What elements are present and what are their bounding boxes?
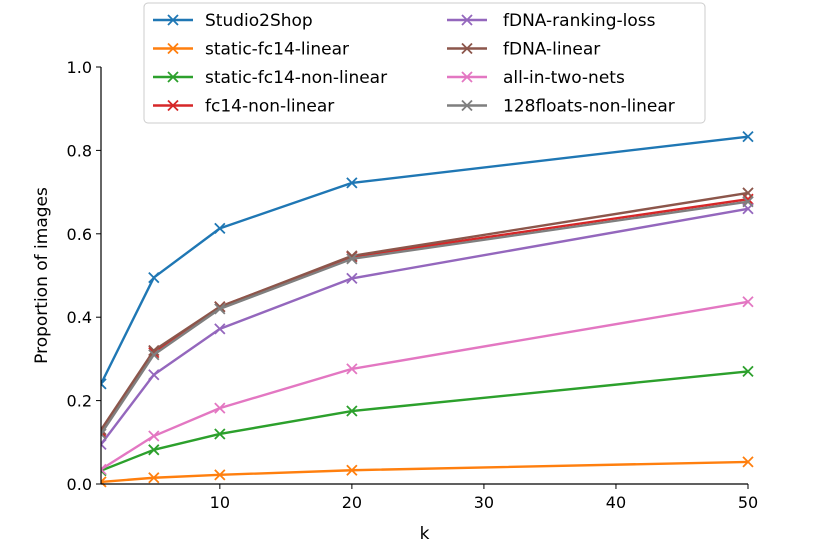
series-Studio2Shop [101,131,754,390]
x-tick-label: 10 [210,493,230,512]
data-point [214,402,226,414]
data-point [742,365,754,378]
data-point [101,463,107,476]
y-axis-label: Proportion of images [32,187,52,364]
legend-label: fDNA-linear [503,40,600,60]
data-point [346,253,358,265]
legend-label: static-fc14-non-linear [205,68,387,88]
series-fDNA-ranking-loss [101,203,754,451]
legend-label: Studio2Shop [205,11,313,31]
y-tick-label: 0.0 [67,475,92,494]
series-static-fc14-linear [101,456,754,488]
data-point [346,363,358,375]
data-point [742,456,754,468]
x-tick-label: 40 [606,493,626,512]
y-tick-label: 0.2 [67,392,92,411]
y-tick-label: 0.8 [67,141,92,160]
series-all-in-two-nets [101,296,754,476]
y-tick-label: 0.6 [67,225,92,244]
data-point [148,369,160,381]
plot-area [101,131,754,488]
data-point [742,196,754,208]
legend-label: static-fc14-linear [205,40,349,60]
x-axis-label: k [420,524,430,544]
legend-box [143,2,706,124]
x-tick-label: 50 [738,493,758,512]
legend: Studio2Shop static-fc14-linear static-fc14… [143,2,706,124]
data-point [214,469,226,481]
legend-swatch-marker [461,71,473,83]
legend-item: all-in-two-nets [447,68,625,88]
data-point [148,349,160,361]
legend-item: static-fc14-non-linear [153,68,387,88]
x-tick-label: 20 [342,493,362,512]
legend-item: fDNA-linear [447,40,600,60]
legend-swatch-marker [167,99,179,112]
data-point [101,424,107,436]
data-point [148,444,160,456]
data-point [214,323,226,335]
legend-swatch-marker [461,99,473,112]
ticks: 10 20 30 40 50 0.0 0.2 0.4 0.6 0.8 1.0 [67,58,759,512]
data-point [214,428,226,440]
legend-item: fc14-non-linear [153,97,334,117]
legend-swatch-marker [167,14,179,26]
series-line [101,370,749,472]
series-line [101,300,749,471]
legend-label: fc14-non-linear [205,97,334,117]
series-fc14-non-linear [101,193,754,438]
legend-label: 128floats-non-linear [503,97,675,117]
data-point [346,405,358,417]
legend-label: all-in-two-nets [503,68,625,88]
data-point [346,177,358,189]
series-group [101,131,754,488]
data-point [148,472,160,484]
data-point [101,428,107,440]
data-point [346,272,358,285]
data-point [214,303,226,315]
data-point [148,271,160,284]
data-point [742,131,754,143]
data-point [346,464,358,476]
axes [100,67,748,485]
data-point [148,430,160,442]
data-point [101,438,107,451]
data-point [742,187,754,199]
series-line [101,198,749,433]
y-tick-label: 0.4 [67,308,92,327]
series-line [101,135,749,385]
x-tick-label: 30 [474,493,494,512]
legend-item: fDNA-ranking-loss [447,11,656,31]
data-point [101,378,107,390]
legend-label: fDNA-ranking-loss [503,11,656,31]
series-line [101,191,749,431]
data-point [742,296,754,308]
legend-swatch-marker [461,14,473,26]
legend-swatch-marker [167,42,179,55]
y-tick-label: 1.0 [67,58,92,77]
legend-swatch-marker [167,71,179,83]
series-128floats-non-linear [101,196,754,440]
series-fDNA-linear [101,187,754,436]
series-line [101,460,749,484]
legend-item: static-fc14-linear [153,40,349,60]
data-point [148,344,160,357]
legend-swatch-marker [461,42,473,55]
legend-item: 128floats-non-linear [447,97,675,117]
data-point [214,222,226,235]
legend-item: Studio2Shop [153,11,313,31]
series-static-fc14-non-linear [101,365,754,477]
data-point [101,476,107,488]
